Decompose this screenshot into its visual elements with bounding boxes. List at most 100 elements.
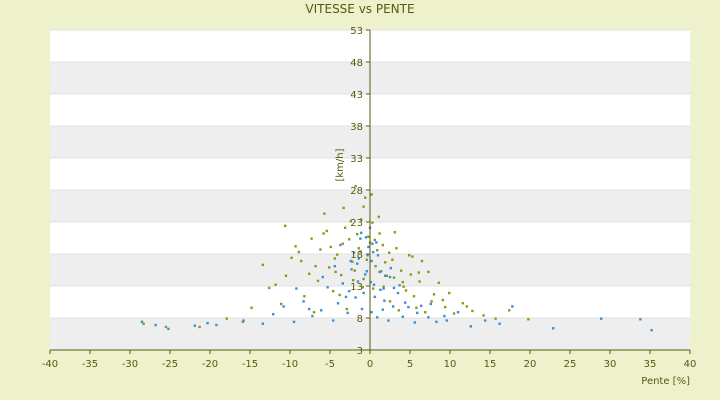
data-point: [284, 274, 288, 277]
data-point: [409, 273, 412, 276]
data-point: [498, 322, 501, 325]
data-point: [420, 259, 424, 263]
data-point: [241, 320, 244, 324]
y-tick-label: 8: [357, 314, 363, 325]
data-point: [357, 257, 360, 260]
data-point: [294, 245, 297, 248]
x-tick-label: 40: [684, 359, 697, 370]
data-point: [250, 306, 253, 309]
data-point: [357, 247, 360, 250]
data-point: [316, 279, 320, 283]
data-point: [261, 322, 264, 325]
x-tick-label: -10: [282, 359, 298, 370]
x-tick-label: 0: [367, 359, 373, 370]
data-point: [650, 328, 653, 332]
data-point: [401, 280, 404, 284]
x-tick-label: 30: [604, 359, 617, 370]
data-point: [395, 247, 398, 250]
data-point: [412, 295, 416, 298]
data-point: [215, 323, 218, 327]
data-point: [311, 314, 314, 318]
data-point: [376, 254, 380, 257]
data-point: [411, 255, 414, 258]
data-point: [400, 269, 403, 272]
data-point: [349, 220, 352, 223]
data-point: [280, 302, 283, 306]
x-tick-label: 35: [644, 359, 657, 370]
data-point: [366, 254, 369, 257]
data-point: [378, 270, 381, 274]
data-point: [378, 232, 381, 235]
y-tick-label: 13: [350, 282, 363, 293]
data-point: [392, 286, 396, 290]
data-point: [364, 273, 367, 276]
data-point: [362, 277, 365, 281]
data-point: [384, 274, 387, 277]
data-point: [350, 268, 353, 271]
data-point: [328, 266, 331, 269]
data-point: [362, 291, 365, 295]
data-point: [354, 184, 357, 188]
x-tick-label: 15: [484, 359, 497, 370]
data-point: [346, 311, 349, 315]
data-point: [369, 280, 372, 284]
data-point: [361, 286, 364, 289]
x-tick-label: -15: [242, 359, 258, 370]
data-point: [322, 232, 325, 235]
data-point: [391, 258, 394, 261]
data-point: [381, 243, 384, 247]
data-point: [333, 257, 336, 260]
data-point: [365, 270, 368, 273]
data-point: [387, 319, 390, 322]
y-tick-label: 38: [350, 122, 363, 133]
data-point: [333, 264, 336, 268]
data-point: [388, 251, 391, 254]
data-point: [437, 281, 440, 284]
data-point: [430, 300, 433, 303]
data-point: [415, 306, 418, 309]
data-point: [164, 325, 168, 329]
data-point: [140, 320, 144, 324]
y-tick-label: 33: [350, 154, 363, 165]
data-point: [444, 305, 447, 309]
data-point: [392, 276, 396, 279]
data-point: [367, 235, 370, 238]
data-point: [552, 327, 555, 330]
data-point: [382, 285, 385, 288]
data-point: [323, 212, 326, 215]
data-point: [465, 305, 468, 308]
data-point: [383, 299, 386, 302]
data-point: [345, 307, 348, 311]
data-point: [351, 260, 354, 263]
data-point: [297, 250, 300, 254]
data-point: [325, 229, 328, 233]
y-tick-label: 23: [350, 218, 363, 229]
data-point: [416, 311, 419, 315]
data-point: [441, 298, 444, 302]
data-point: [326, 286, 329, 289]
data-point: [456, 311, 460, 314]
data-point: [349, 259, 352, 263]
data-point: [600, 317, 603, 320]
data-point: [432, 293, 436, 296]
data-point: [484, 319, 487, 322]
data-point: [353, 269, 356, 272]
data-point: [314, 264, 317, 268]
data-point: [356, 280, 360, 283]
x-tick-label: 25: [564, 359, 577, 370]
data-point: [448, 291, 451, 295]
data-point: [370, 259, 373, 263]
data-point: [508, 309, 511, 312]
data-point: [393, 231, 396, 234]
data-point: [413, 321, 416, 324]
data-point: [261, 263, 264, 267]
x-tick-label: -40: [42, 359, 58, 370]
data-point: [344, 295, 348, 299]
data-point: [371, 242, 374, 245]
data-point: [398, 284, 401, 287]
data-point: [198, 325, 201, 329]
data-point: [445, 319, 448, 322]
data-point: [154, 323, 157, 327]
data-point: [429, 302, 432, 306]
data-point: [372, 250, 375, 254]
